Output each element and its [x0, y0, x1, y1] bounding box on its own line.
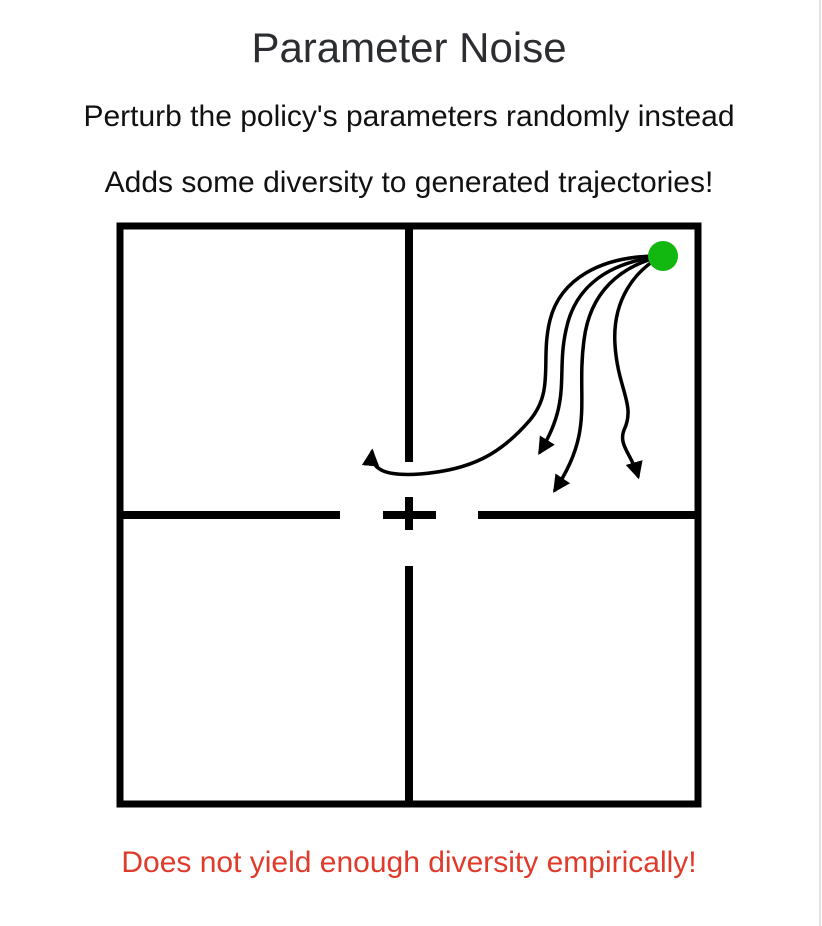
- trajectory-3: [553, 254, 664, 493]
- slide-title: Parameter Noise: [251, 24, 567, 71]
- trajectory-4: [613, 254, 664, 480]
- page-edge-divider: [819, 0, 821, 926]
- trajectory-1: [361, 254, 664, 477]
- slide-line-diversity: Adds some diversity to generated traject…: [104, 166, 714, 199]
- agent-start-marker: [648, 241, 678, 271]
- slide-line-perturb: Perturb the policy's parameters randomly…: [83, 100, 735, 133]
- slide-footer-warning: Does not yield enough diversity empirica…: [121, 846, 697, 879]
- trajectory-2: [538, 254, 664, 455]
